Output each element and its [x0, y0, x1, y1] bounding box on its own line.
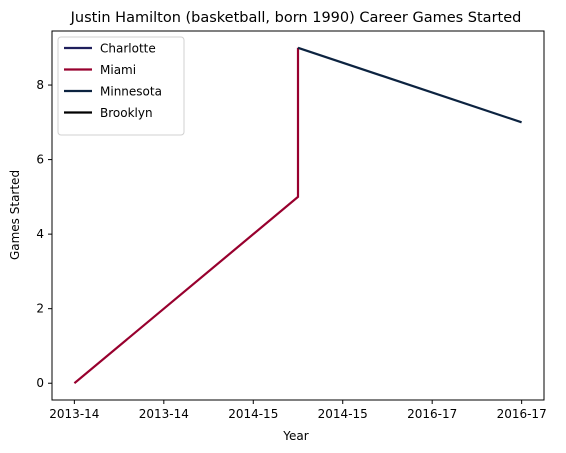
x-tick-label: 2014-15 [318, 407, 368, 421]
y-axis-label: Games Started [8, 170, 22, 260]
plot-frame [51, 30, 545, 401]
x-tick-label: 2013-14 [49, 407, 99, 421]
series-line-minnesota [297, 46, 522, 124]
y-tick-label: 6 [36, 153, 44, 167]
legend-label: Miami [100, 63, 136, 77]
y-tick-label: 2 [36, 302, 44, 316]
legend-label: Minnesota [100, 85, 162, 99]
chart-title: Justin Hamilton (basketball, born 1990) … [70, 10, 522, 26]
series-lines [73, 46, 522, 385]
x-tick-label: 2014-15 [228, 407, 278, 421]
series-line-miami [73, 47, 300, 385]
y-tick-label: 4 [36, 227, 44, 241]
legend-box [57, 36, 185, 136]
x-tick-label: 2016-17 [497, 407, 547, 421]
legend-label: Charlotte [100, 42, 156, 56]
plot-area [51, 30, 545, 401]
y-tick-label: 0 [36, 376, 44, 390]
legend: Charlotte Miami Minnesota Brooklyn [57, 36, 185, 136]
x-axis-label: Year [282, 429, 308, 443]
x-tick-label: 2013-14 [139, 407, 189, 421]
x-axis: 2013-14 2013-14 2014-15 2014-15 2016-17 2016-… [49, 400, 547, 421]
legend-label: Brooklyn [100, 106, 153, 120]
x-tick-label: 2016-17 [407, 407, 457, 421]
y-axis: 0 2 4 6 8 [36, 78, 52, 390]
y-tick-label: 8 [36, 78, 44, 92]
